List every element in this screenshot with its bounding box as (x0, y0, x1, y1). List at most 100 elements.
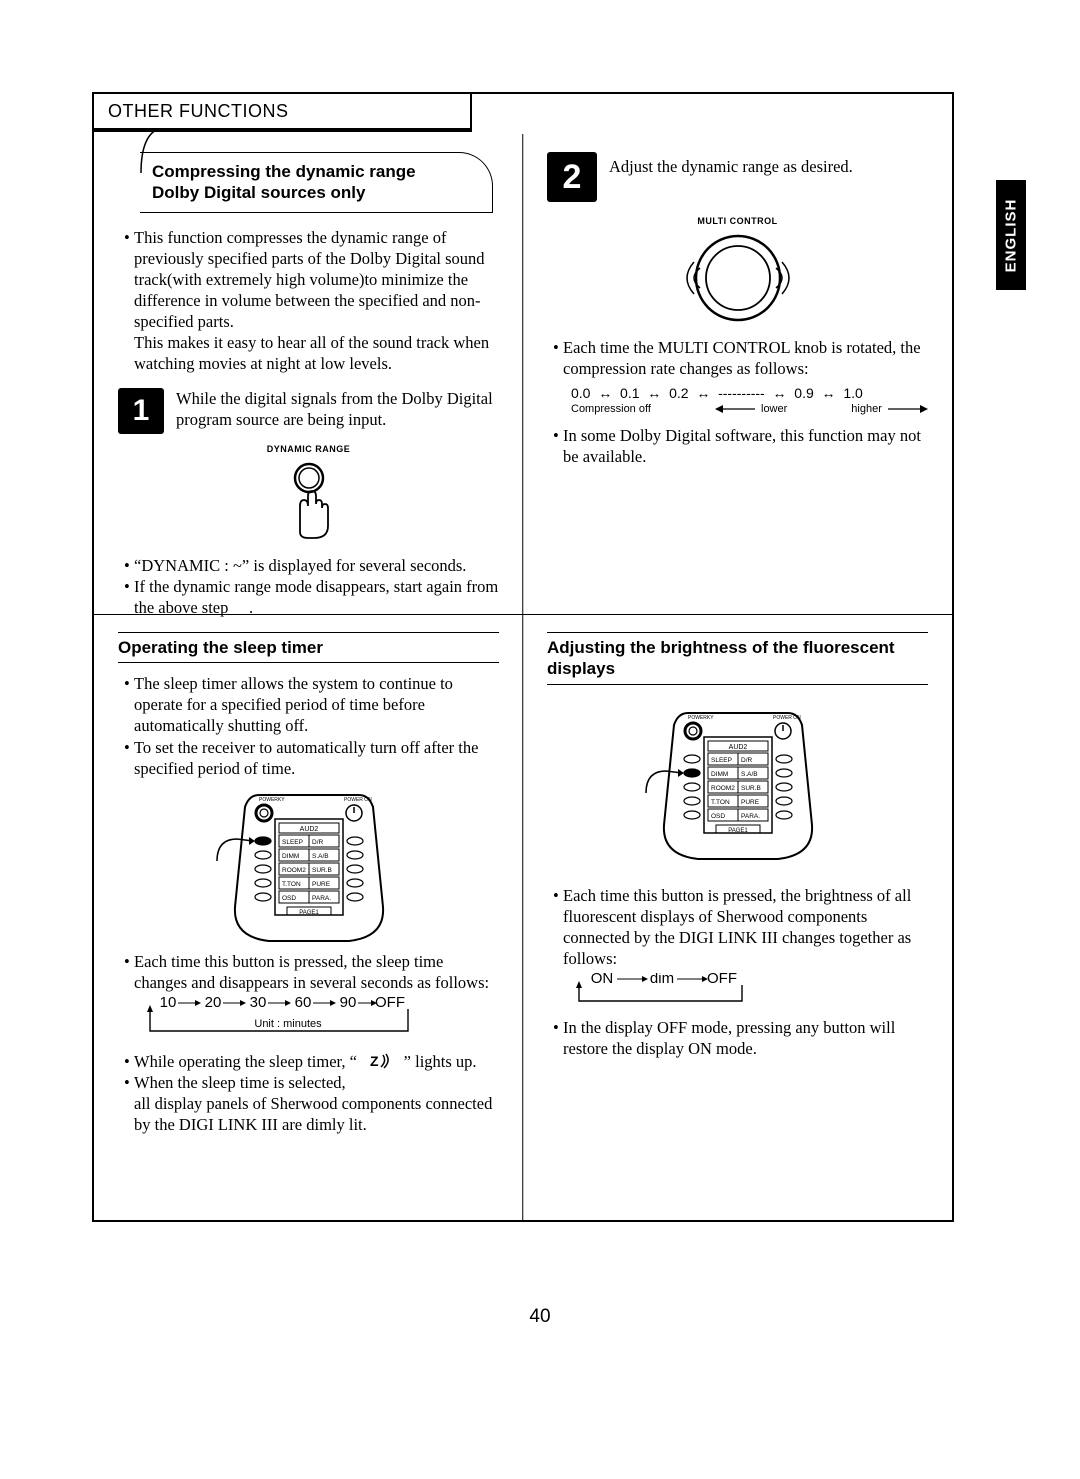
rate-dots: ---------- (718, 385, 765, 401)
svg-text:Z: Z (370, 1053, 379, 1069)
page-frame: Compressing the dynamic range Dolby Digi… (92, 92, 954, 1222)
svg-text:S.A/B: S.A/B (741, 771, 758, 778)
sleep-when-cont: all display panels of Sherwood component… (124, 1093, 499, 1135)
svg-text:10: 10 (160, 997, 177, 1011)
sleep-lights: While operating the sleep timer, “ Z ” l… (134, 1051, 499, 1072)
large-knob-icon (678, 226, 798, 326)
svg-text:S.A/B: S.A/B (312, 853, 329, 860)
rate-intro-wrap: •Each time the MULTI CONTROL knob is rot… (547, 337, 928, 379)
step-badge-1: 1 (118, 388, 164, 434)
dynamic-range-label: DYNAMIC RANGE (118, 444, 499, 454)
svg-text:ON: ON (591, 973, 614, 987)
brightness-cycle-diagram: ON dim OFF (567, 973, 908, 1009)
rate-v5: 1.0 (843, 385, 862, 401)
brightness-b1: Each time this button is pressed, the br… (563, 885, 928, 969)
svg-text:SUR.B: SUR.B (312, 867, 332, 874)
brightness-b1-wrap: •Each time this button is pressed, the b… (547, 885, 928, 969)
svg-text:SUR.B: SUR.B (741, 785, 761, 792)
compress-title-l2: Dolby Digital sources only (152, 182, 476, 203)
svg-text:dim: dim (650, 973, 674, 987)
dynamic-range-knob: DYNAMIC RANGE (118, 444, 499, 549)
svg-text:OSD: OSD (282, 895, 296, 902)
sleep-cycle-diagram: 10 20 30 60 90 OFF Unit : minutes (138, 997, 479, 1043)
svg-text:AUD2: AUD2 (728, 744, 747, 751)
svg-text:DIMM: DIMM (711, 771, 728, 778)
compress-note1: “DYNAMIC : ~” is displayed for several s… (134, 555, 499, 576)
svg-text:Unit : minutes: Unit : minutes (254, 1018, 322, 1030)
cell-brightness: Adjusting the brightness of the fluoresc… (523, 614, 952, 1220)
step-1-row: 1 While the digital signals from the Dol… (118, 388, 499, 434)
multi-control-label: MULTI CONTROL (547, 216, 928, 226)
rate-v2: 0.2 (669, 385, 688, 401)
sleep-notes: • While operating the sleep timer, “ Z ”… (118, 1051, 499, 1135)
step-2-row: 2 Adjust the dynamic range as desired. (547, 152, 928, 202)
compress-intro-b1: This function compresses the dynamic ran… (134, 227, 499, 333)
sleep-bullets: •The sleep timer allows the system to co… (118, 673, 499, 779)
language-tab: ENGLISH (996, 180, 1026, 290)
brightness-b2-wrap: •In the display OFF mode, pressing any b… (547, 1017, 928, 1059)
svg-text:20: 20 (205, 997, 222, 1011)
svg-text:PAGE1: PAGE1 (299, 910, 319, 916)
svg-text:PURE: PURE (741, 799, 760, 806)
compress-note2: If the dynamic range mode disappears, st… (134, 576, 499, 618)
rate-intro: Each time the MULTI CONTROL knob is rota… (563, 337, 928, 379)
cell-sleep: Operating the sleep timer •The sleep tim… (94, 614, 523, 1220)
rate-v1: 0.1 (620, 385, 639, 401)
compress-title-l1: Compressing the dynamic range (152, 161, 476, 182)
sleep-cycle-intro-wrap: •Each time this button is pressed, the s… (118, 951, 499, 993)
sleep-b1: The sleep timer allows the system to con… (134, 673, 499, 736)
step-badge-2: 2 (547, 152, 597, 202)
compress-final: •In some Dolby Digital software, this fu… (547, 425, 928, 467)
section-header-title: OTHER FUNCTIONS (108, 101, 289, 122)
svg-text:DIMM: DIMM (282, 853, 299, 860)
sleep-when: When the sleep time is selected, (134, 1072, 499, 1093)
page-number: 40 (0, 1306, 1080, 1328)
svg-text:OFF: OFF (707, 973, 737, 987)
compress-intro-p2: This makes it easy to hear all of the so… (124, 332, 499, 374)
sleep-heading: Operating the sleep timer (118, 632, 499, 663)
arrow-right-icon (888, 404, 928, 414)
rate-v0: 0.0 (571, 385, 590, 401)
svg-text:POWER ON: POWER ON (344, 797, 372, 803)
svg-text:PARA.: PARA. (312, 895, 331, 902)
svg-text:SLEEP: SLEEP (711, 757, 732, 764)
svg-text:D/R: D/R (741, 757, 753, 764)
svg-text:ROOM2: ROOM2 (282, 867, 306, 874)
sleep-glyph-icon: Z (369, 1053, 391, 1069)
svg-text:SLEEP: SLEEP (282, 839, 303, 846)
rate-off: Compression off (571, 403, 651, 415)
rate-higher: higher (851, 403, 882, 415)
svg-text:T.TON: T.TON (282, 881, 301, 888)
svg-text:PARA.: PARA. (741, 813, 760, 820)
sleep-cycle-intro: Each time this button is pressed, the sl… (134, 951, 499, 993)
svg-text:POWERKY: POWERKY (688, 715, 714, 721)
svg-text:T.TON: T.TON (711, 799, 730, 806)
language-tab-label: ENGLISH (1003, 198, 1020, 272)
svg-text:ROOM2: ROOM2 (711, 785, 735, 792)
rate-lower: lower (761, 403, 787, 415)
compress-final-note: In some Dolby Digital software, this fun… (563, 425, 928, 467)
svg-text:PURE: PURE (312, 881, 331, 888)
compress-notes: •“DYNAMIC : ~” is displayed for several … (118, 555, 499, 618)
compression-rate-scale: 0.0 ↔ 0.1 ↔ 0.2 ↔ ---------- ↔ 0.9 ↔ 1.0 (571, 385, 928, 401)
sleep-b2: To set the receiver to automatically tur… (134, 737, 499, 779)
small-knob-icon (264, 454, 354, 544)
svg-text:OSD: OSD (711, 813, 725, 820)
svg-text:30: 30 (250, 997, 267, 1011)
step-2-text: Adjust the dynamic range as desired. (609, 152, 928, 202)
svg-text:POWERKY: POWERKY (259, 797, 285, 803)
rate-v4: 0.9 (794, 385, 813, 401)
compression-rate-legend: Compression off lower higher (571, 403, 928, 415)
brightness-b2: In the display OFF mode, pressing any bu… (563, 1017, 928, 1059)
section-header: OTHER FUNCTIONS (92, 92, 472, 132)
arrow-left-icon (715, 404, 755, 414)
compress-title-box: Compressing the dynamic range Dolby Digi… (140, 152, 493, 213)
step-1-text: While the digital signals from the Dolby… (176, 388, 499, 434)
multi-control-knob: MULTI CONTROL (547, 216, 928, 331)
brightness-heading: Adjusting the brightness of the fluoresc… (547, 632, 928, 685)
cell-compress-2: 2 Adjust the dynamic range as desired. M… (523, 134, 952, 614)
compress-intro: •This function compresses the dynamic ra… (118, 227, 499, 375)
remote-brightness-icon: POWERKYPOWER ONAUD2SLEEPD/RDIMMS.A/BROOM… (638, 705, 838, 865)
svg-text:AUD2: AUD2 (299, 826, 318, 833)
remote-sleep-icon: POWERKYPOWER ONAUD2SLEEPD/RDIMMS.A/BROOM… (209, 787, 409, 947)
